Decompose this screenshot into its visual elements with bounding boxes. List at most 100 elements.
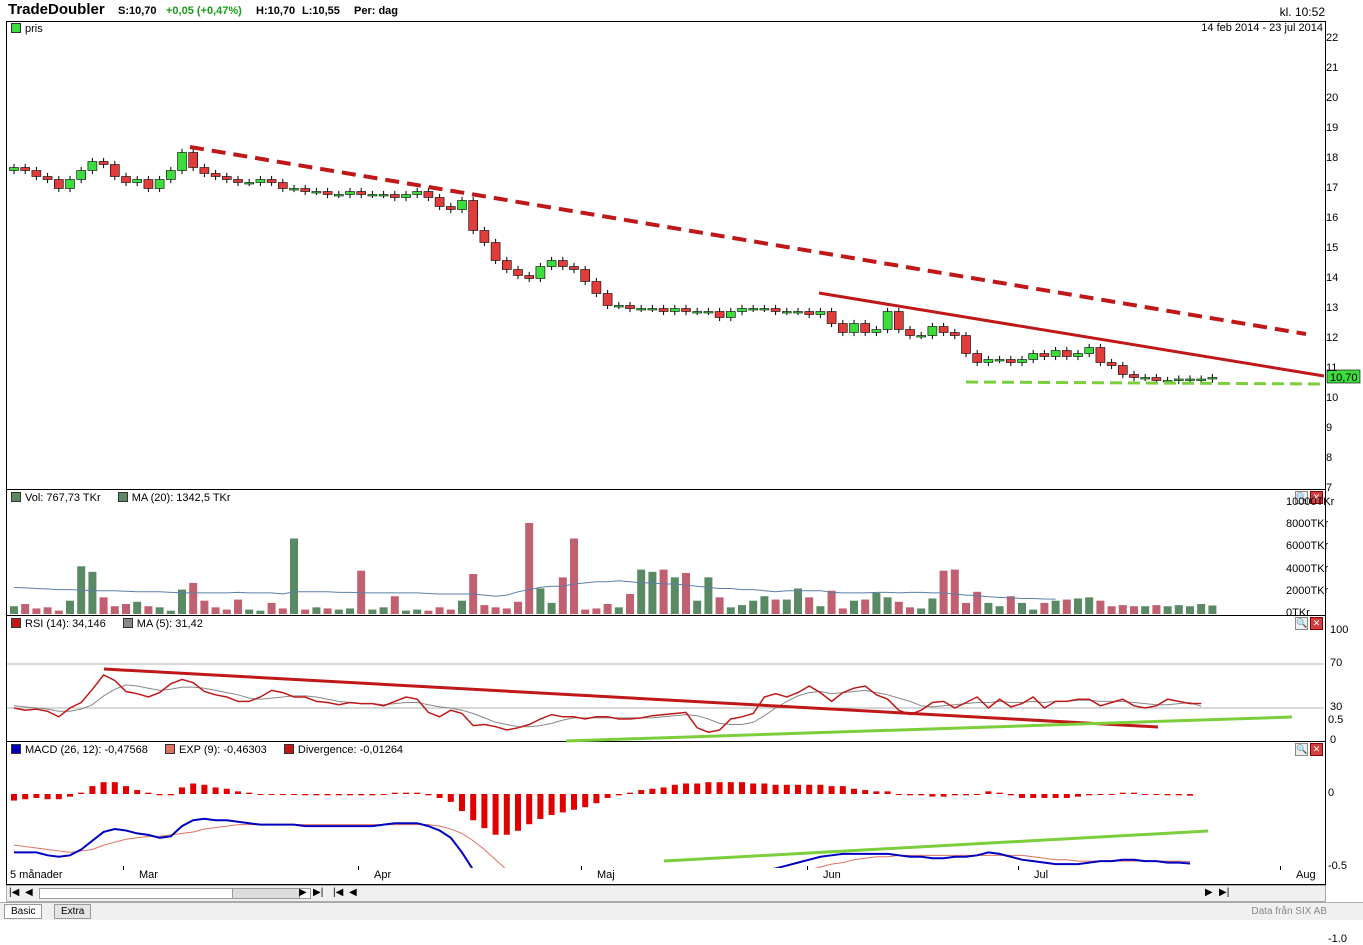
divergence-bar xyxy=(447,794,454,802)
close-icon[interactable]: ✕ xyxy=(1310,743,1323,756)
divergence-bar xyxy=(705,782,712,794)
divergence-bar xyxy=(246,792,253,794)
zoom-icon[interactable]: 🔍 xyxy=(1295,743,1308,756)
close-icon[interactable]: ✕ xyxy=(1310,617,1323,630)
candle xyxy=(961,335,971,354)
divergence-bar xyxy=(996,792,1003,794)
candle xyxy=(580,269,591,282)
scroll-track[interactable] xyxy=(39,888,311,899)
divergence-bar xyxy=(526,794,533,825)
volume-bar xyxy=(1152,605,1161,614)
div-swatch xyxy=(283,744,294,754)
candle xyxy=(367,194,378,197)
candle xyxy=(1106,362,1117,366)
candle xyxy=(949,332,960,336)
volume-bar xyxy=(1006,596,1015,614)
rsi-ma-legend-label: MA (5): 31,42 xyxy=(136,618,203,630)
candle xyxy=(1196,378,1206,381)
zoom-icon[interactable]: 🔍 xyxy=(1295,491,1308,504)
range-label[interactable]: 5 månader xyxy=(10,869,63,881)
rsi-legend: RSI (14): 34,146 MA (5): 31,42 xyxy=(11,618,203,630)
candle xyxy=(1151,377,1162,381)
close-icon[interactable]: ✕ xyxy=(1310,491,1323,504)
volume-bar xyxy=(402,610,410,614)
clock: kl. 10:52 xyxy=(1279,5,1325,19)
candle xyxy=(1084,347,1094,354)
scroll-prev-icon[interactable]: ◀ xyxy=(25,887,33,898)
y-tick-label: 0TKr xyxy=(1286,607,1310,619)
volume-bar xyxy=(738,605,746,614)
volume-bar xyxy=(771,599,780,614)
y-tick-label: 16 xyxy=(1326,211,1339,224)
scroll-next-icon[interactable]: ▶ xyxy=(299,887,307,898)
candle xyxy=(658,308,669,312)
volume-bar xyxy=(88,571,97,614)
candle xyxy=(445,206,456,210)
volume-bar xyxy=(1186,606,1194,614)
divergence-bar xyxy=(134,790,141,794)
candle xyxy=(434,197,445,207)
volume-bar xyxy=(234,599,242,614)
divergence-bar xyxy=(918,794,925,796)
candle xyxy=(893,311,904,330)
volume-bar xyxy=(278,608,287,614)
divergence-bar xyxy=(907,794,913,796)
candle xyxy=(748,308,759,311)
divergence-bar xyxy=(884,791,891,794)
divergence-bar xyxy=(1075,794,1081,797)
candle xyxy=(737,308,747,312)
zoom-next-icon[interactable]: ▶ xyxy=(1205,887,1213,898)
volume-bar xyxy=(413,609,422,614)
y-tick-label: 0.5 xyxy=(1328,714,1344,726)
volume-bar xyxy=(491,607,500,614)
y-tick-label: 19 xyxy=(1326,121,1339,134)
divergence-bar xyxy=(929,794,936,797)
volume-bar xyxy=(43,607,52,614)
divergence-bar xyxy=(436,794,443,798)
tab-basic[interactable]: Basic xyxy=(4,904,43,919)
y-tick-label: -1.0 xyxy=(1328,933,1347,945)
volume-bar xyxy=(928,598,937,614)
divergence-bar xyxy=(716,782,723,794)
candle xyxy=(457,200,467,210)
candle xyxy=(636,308,647,311)
volume-bar xyxy=(144,606,153,614)
macd-swatch xyxy=(11,744,21,754)
volume-bar xyxy=(670,577,679,614)
macd-panel: MACD (26, 12): -0,47568 EXP (9): -0,4630… xyxy=(6,741,1326,869)
volume-bar xyxy=(883,597,892,614)
divergence-bar xyxy=(414,792,421,794)
zoom-prev-icon[interactable]: ◀ xyxy=(349,887,357,898)
scroll-thumb[interactable] xyxy=(232,889,300,898)
divergence-bar xyxy=(571,794,577,810)
divergence-bar xyxy=(1007,794,1014,796)
volume-bar xyxy=(390,596,399,614)
tab-extra[interactable]: Extra xyxy=(54,904,92,919)
divergence-bar xyxy=(1175,794,1182,796)
scroll-last-icon[interactable]: ▶| xyxy=(313,887,324,898)
divergence-bar xyxy=(739,782,745,794)
volume-bar xyxy=(838,608,847,614)
divergence-bar xyxy=(302,794,309,796)
scroll-bar[interactable]: |◀ ◀ ▶ ▶| |◀ ◀ ▶ ▶| xyxy=(6,885,1326,902)
y-tick-label: 22 xyxy=(1326,31,1339,44)
divergence-bar xyxy=(268,794,275,795)
candle xyxy=(826,311,837,324)
divergence-bar xyxy=(963,794,969,796)
divergence-bar xyxy=(459,794,465,812)
scroll-first-icon[interactable]: |◀ xyxy=(9,887,20,898)
volume-bar xyxy=(1208,605,1217,614)
candle xyxy=(837,323,848,333)
candle xyxy=(210,173,221,177)
candle xyxy=(255,179,266,183)
volume-bar xyxy=(603,604,612,614)
zoom-icon[interactable]: 🔍 xyxy=(1295,617,1308,630)
volume-bar xyxy=(155,607,164,614)
divergence-bar xyxy=(1052,794,1059,798)
zoom-first-icon[interactable]: |◀ xyxy=(333,887,344,898)
divergence-bar xyxy=(750,783,757,794)
zoom-last-icon[interactable]: ▶| xyxy=(1219,887,1230,898)
volume-bar xyxy=(973,591,982,614)
divergence-bar xyxy=(1086,794,1093,796)
divergence-bar xyxy=(1131,792,1137,794)
